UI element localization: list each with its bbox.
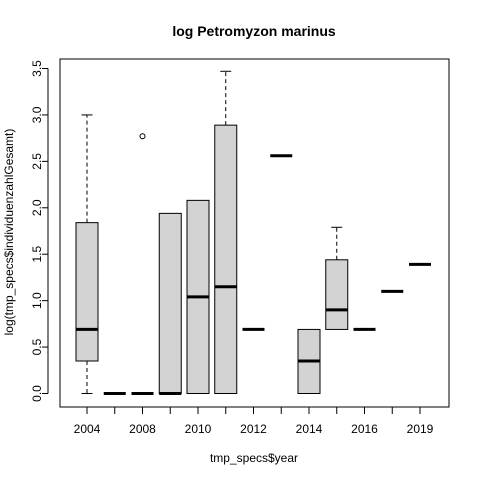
y-tick-label: 1.0 <box>30 292 44 309</box>
box-2015 <box>325 226 349 330</box>
x-tick-label: 2019 <box>407 422 434 436</box>
box-2004 <box>75 114 99 394</box>
x-axis-label: tmp_specs$year <box>210 451 298 465</box>
x-axis: 2004 2008 2010 2012 2014 2016 2019 <box>74 406 434 436</box>
x-tick-label: 2004 <box>74 422 101 436</box>
box-rect <box>158 212 182 394</box>
box-2011 <box>214 70 238 395</box>
y-tick-label: 3.5 <box>30 60 44 77</box>
y-tick-label: 3.0 <box>30 106 44 123</box>
box-2008 <box>131 133 154 395</box>
outlier-point <box>139 133 146 140</box>
x-tick-label: 2008 <box>129 422 156 436</box>
chart-title: log Petromyzon marinus <box>172 23 336 39</box>
x-tick-label: 2016 <box>351 422 378 436</box>
y-tick-label: 0.5 <box>30 338 44 355</box>
box-2010 <box>186 199 210 394</box>
y-axis: 0.0 0.5 1.0 1.5 2.0 2.5 3.0 3.5 <box>30 60 49 402</box>
y-tick-label: 1.5 <box>30 246 44 263</box>
box-rect <box>214 124 238 395</box>
x-tick-label: 2014 <box>296 422 323 436</box>
y-axis-label: log(tmp_specs$individuenzahlGesamt) <box>2 129 16 336</box>
y-tick-label: 2.0 <box>30 199 44 216</box>
y-tick-label: 0.0 <box>30 385 44 402</box>
x-tick-label: 2012 <box>240 422 267 436</box>
box-2009 <box>158 212 182 395</box>
y-tick-label: 2.5 <box>30 153 44 170</box>
box-2014 <box>297 328 321 394</box>
box-rect <box>325 259 349 330</box>
box-series <box>75 70 431 395</box>
box-rect <box>75 222 99 362</box>
x-tick-label: 2010 <box>185 422 212 436</box>
